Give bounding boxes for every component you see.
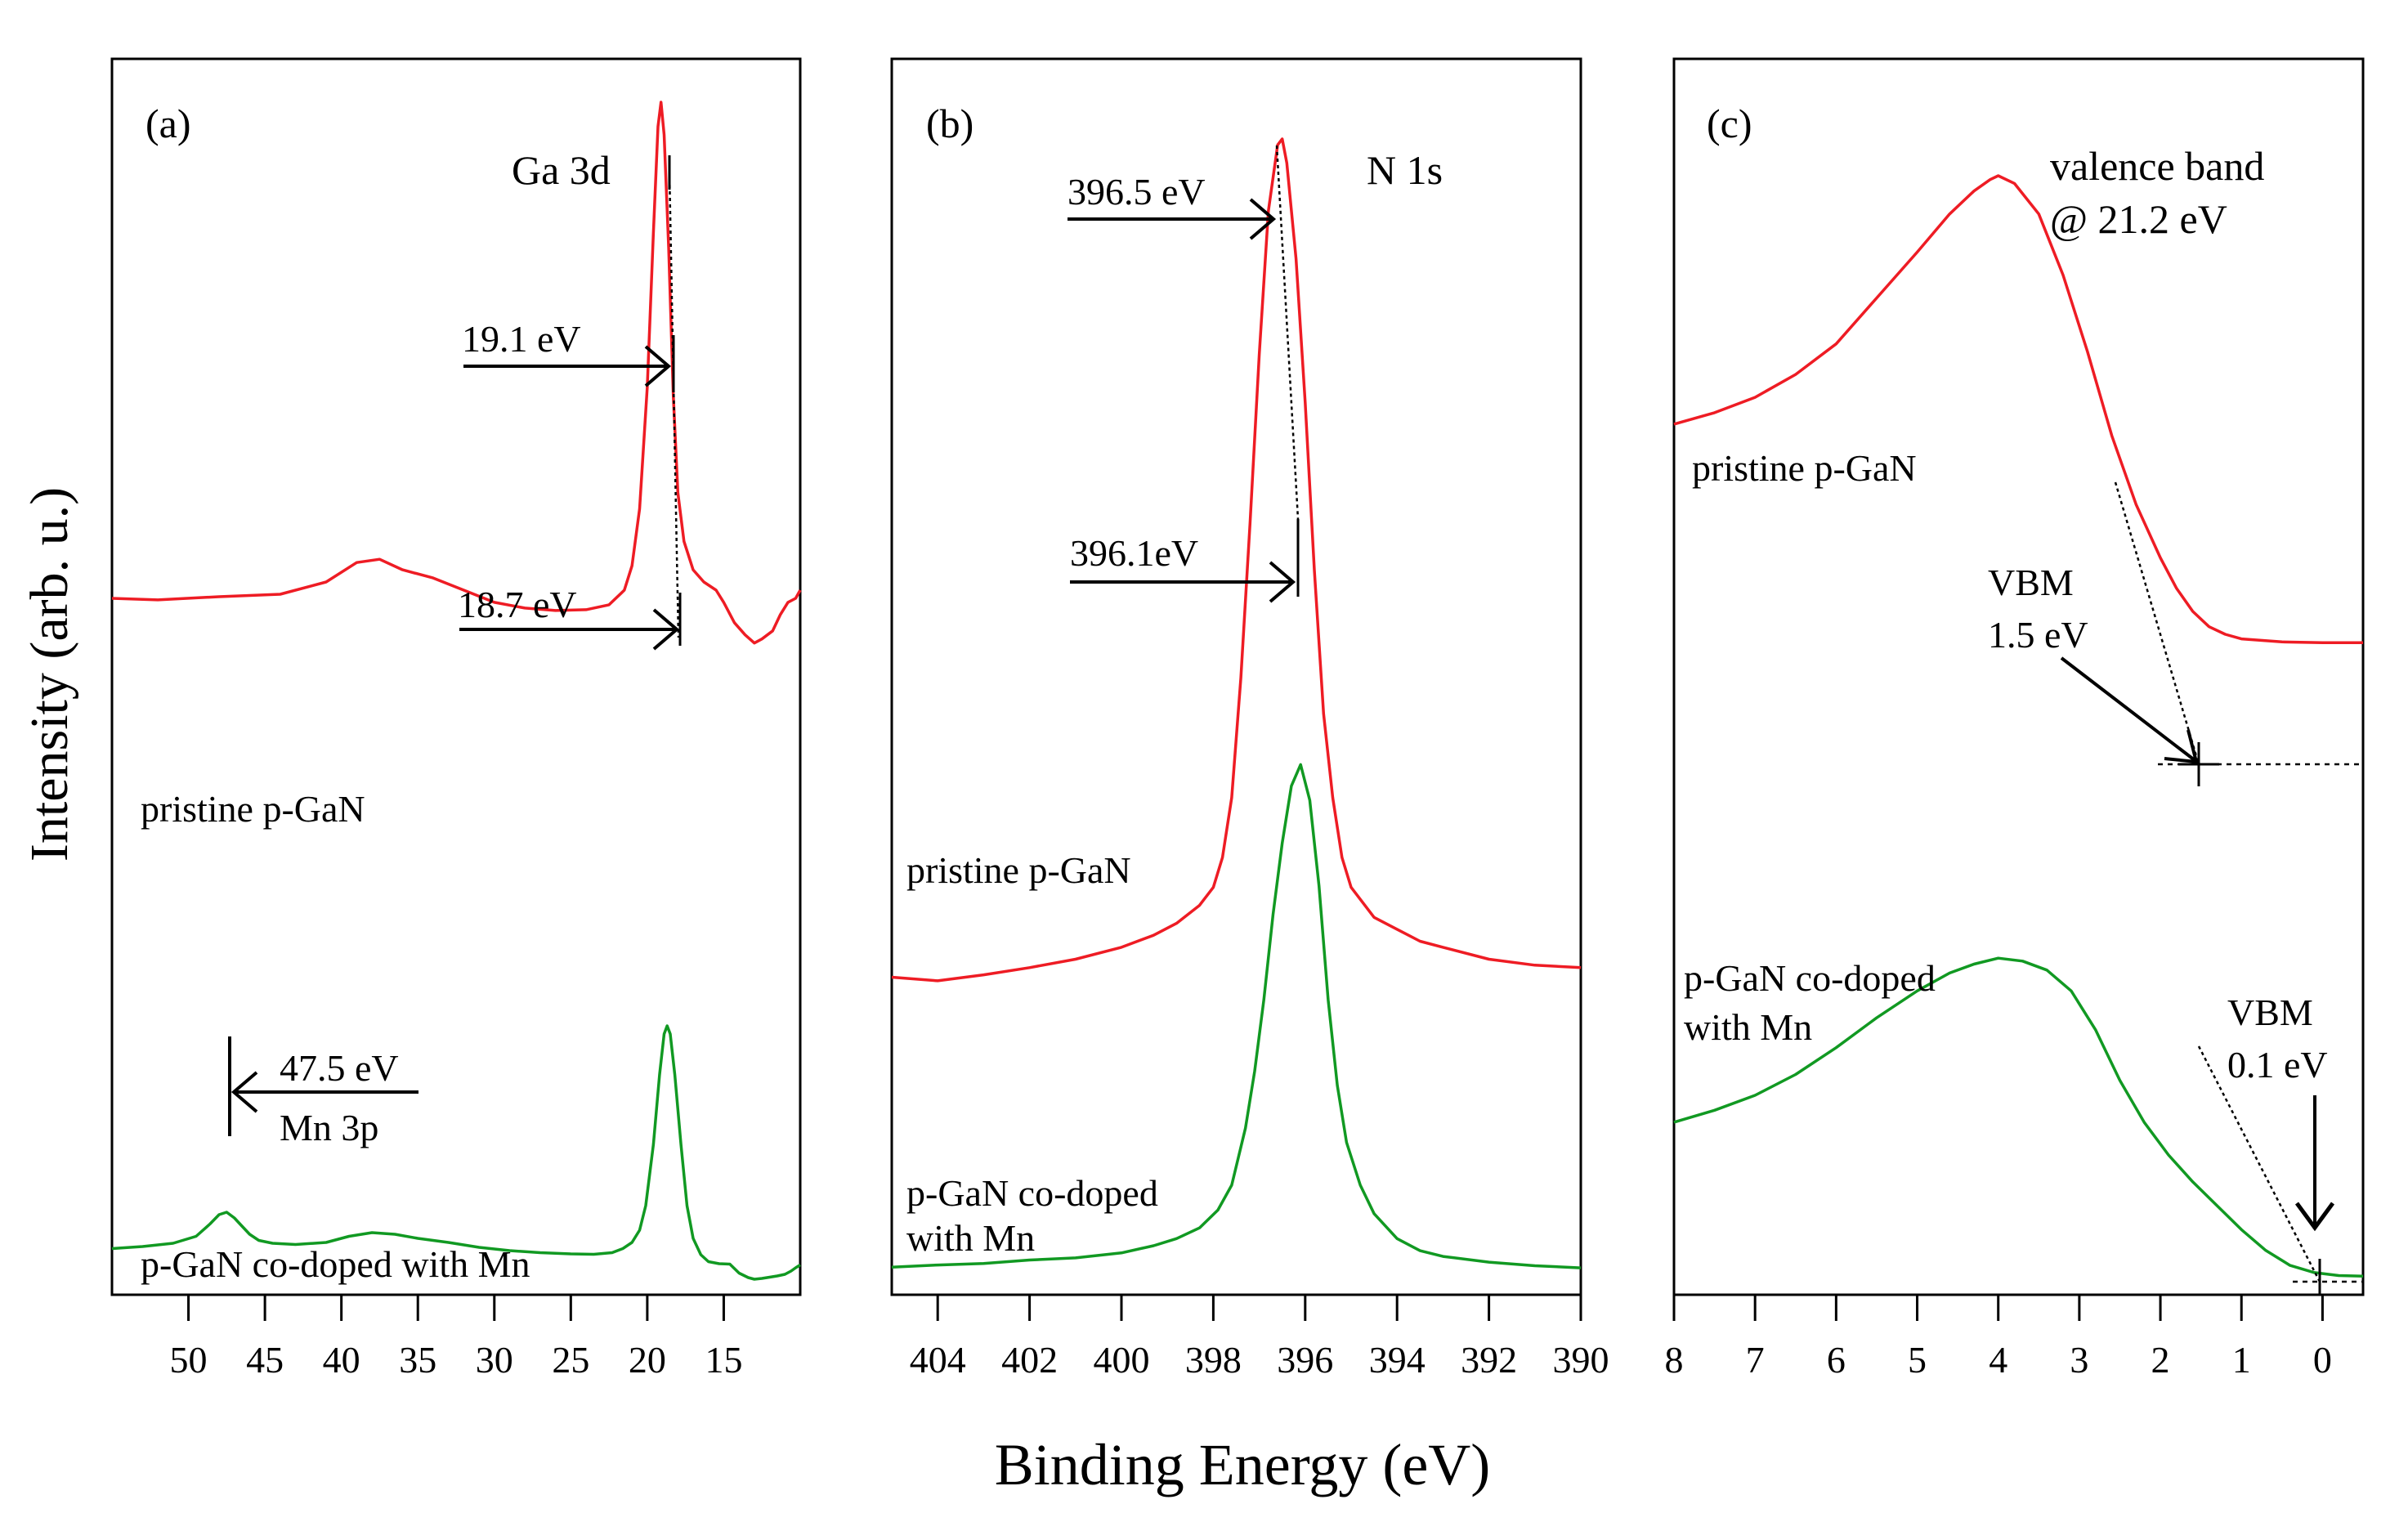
annotation-396-1-ev: 396.1eV (1070, 532, 1198, 574)
x-tick-label: 404 (910, 1339, 966, 1381)
y-axis-label: Intensity (arb. u.) (20, 487, 79, 862)
panel-b-ticks: 404 402 400 398 396 394 392 390 (910, 1295, 1609, 1381)
panel-c-title: valence band (2050, 143, 2264, 189)
peak-guide-ga3d (668, 171, 680, 638)
annotation-vbm-1: VBM (1988, 562, 2074, 603)
series-pristine-line (111, 101, 802, 645)
x-tick-label: 3 (2070, 1339, 2088, 1381)
annotation-vbm-1-5-ev: 1.5 eV (1988, 614, 2088, 656)
x-tick-label: 4 (1989, 1339, 2007, 1381)
annotation-mn3p: Mn 3p (280, 1107, 378, 1148)
x-tick-label: 400 (1094, 1339, 1150, 1381)
arrow-18-7-head (652, 608, 680, 651)
label-codoped-b-line2: with Mn (906, 1217, 1035, 1259)
x-tick-label: 40 (323, 1339, 360, 1381)
x-tick-label: 30 (476, 1339, 513, 1381)
peak-guide-n1s (1275, 145, 1300, 520)
x-tick-label: 0 (2313, 1339, 2332, 1381)
x-tick-label: 20 (629, 1339, 666, 1381)
x-tick-label: 35 (399, 1339, 436, 1381)
panel-c-subtitle: @ 21.2 eV (2050, 196, 2227, 242)
panel-c-label: (c) (1707, 101, 1752, 146)
panel-b-frame (890, 57, 1582, 1296)
x-tick-label: 390 (1553, 1339, 1609, 1381)
vbm-fit-pristine (2114, 481, 2200, 765)
annotation-vbm-2: VBM (2227, 992, 2313, 1033)
series-codoped-line (111, 1024, 801, 1281)
panel-c-frame (1672, 57, 2365, 1296)
x-tick-label: 2 (2151, 1339, 2170, 1381)
vbm-fit-codoped (2197, 1045, 2321, 1282)
arrow-396-5-head (1249, 198, 1277, 240)
panel-b-title: N 1s (1367, 147, 1443, 193)
x-tick-label: 6 (1827, 1339, 1846, 1381)
panel-c: 8 7 6 5 4 3 2 1 0 (c) valence band @ 21.2 eV VBM… (1665, 57, 2365, 1381)
label-pristine-a: pristine p-GaN (141, 788, 365, 830)
panel-a: 50 45 40 35 30 25 20 15 (a) Ga 3d 19.1 eV 18.7 … (110, 57, 802, 1381)
panel-a-frame (110, 57, 802, 1296)
label-codoped-c-line1: p-GaN co-doped (1684, 957, 1936, 999)
x-tick-label: 392 (1461, 1339, 1517, 1381)
arrow-396-1-head (1269, 561, 1296, 603)
annotation-19-1-ev: 19.1 eV (462, 318, 581, 360)
x-tick-label: 8 (1665, 1339, 1684, 1381)
arrow-vbm-1-5-shaft (2060, 656, 2196, 762)
series-pristine-line (1673, 174, 2363, 645)
series-codoped-line (1673, 956, 2364, 1278)
x-tick-label: 402 (1001, 1339, 1058, 1381)
panel-c-curves (1673, 174, 2364, 1278)
panel-a-curves (111, 101, 802, 1281)
label-codoped-c-line2: with Mn (1684, 1006, 1812, 1048)
panel-a-title: Ga 3d (512, 147, 611, 193)
x-tick-label: 45 (246, 1339, 284, 1381)
series-pristine-line (891, 137, 1582, 983)
x-tick-label: 5 (1908, 1339, 1927, 1381)
label-pristine-b: pristine p-GaN (906, 849, 1131, 891)
panel-b-curves (891, 137, 1582, 1269)
panel-b-label: (b) (926, 101, 973, 146)
x-tick-label: 25 (552, 1339, 589, 1381)
x-tick-label: 396 (1277, 1339, 1333, 1381)
x-tick-label: 1 (2232, 1339, 2251, 1381)
label-codoped-a: p-GaN co-doped with Mn (141, 1243, 530, 1285)
annotation-18-7-ev: 18.7 eV (458, 584, 577, 625)
x-tick-label: 398 (1185, 1339, 1242, 1381)
panel-b: 404 402 400 398 396 394 392 390 (b) N 1s 396.5 … (890, 57, 1609, 1381)
panel-a-label: (a) (145, 101, 191, 146)
panel-c-ticks: 8 7 6 5 4 3 2 1 0 (1665, 1295, 2332, 1381)
annotation-47-5-ev: 47.5 eV (280, 1047, 399, 1089)
arrow-19-1-head (644, 345, 672, 387)
annotation-vbm-0-1-ev: 0.1 eV (2227, 1044, 2328, 1086)
x-axis-label: Binding Energy (eV) (995, 1432, 1491, 1497)
x-tick-label: 7 (1746, 1339, 1765, 1381)
label-codoped-b-line1: p-GaN co-doped (906, 1172, 1158, 1214)
arrow-vbm-1-5-head (2164, 729, 2199, 764)
panel-a-ticks: 50 45 40 35 30 25 20 15 (170, 1295, 742, 1381)
arrow-47-5-head (231, 1071, 258, 1113)
x-tick-label: 15 (705, 1339, 742, 1381)
x-tick-label: 394 (1369, 1339, 1426, 1381)
arrow-vbm-0-1-head (2294, 1202, 2335, 1232)
annotation-396-5-ev: 396.5 eV (1067, 171, 1206, 213)
label-pristine-c: pristine p-GaN (1692, 447, 1917, 489)
x-tick-label: 50 (170, 1339, 208, 1381)
series-codoped-line (891, 763, 1582, 1269)
